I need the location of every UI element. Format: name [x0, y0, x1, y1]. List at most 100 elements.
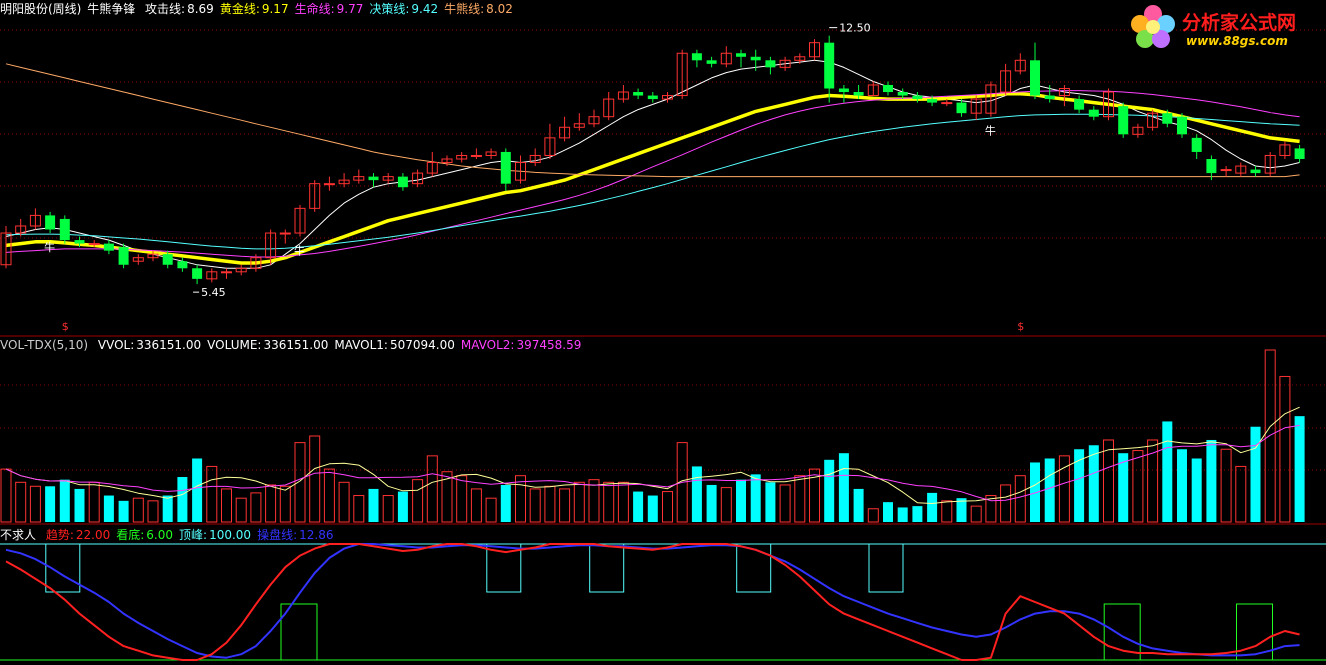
candle — [59, 215, 70, 244]
candle-body — [927, 99, 938, 103]
candle-body — [706, 60, 717, 64]
candle — [736, 49, 746, 68]
candle-body — [956, 102, 967, 114]
volume-bar — [941, 500, 953, 523]
candle-body — [559, 126, 571, 139]
volume-bar — [323, 468, 335, 523]
oscillator-stat-value: 12.86 — [299, 528, 334, 542]
volume-stat-label: VOLUME: — [207, 338, 262, 352]
candle-body — [970, 98, 982, 114]
volume-stat-value: 336151.00 — [136, 338, 202, 352]
candle — [1044, 84, 1055, 103]
candle-body — [1118, 106, 1129, 135]
volume-bar — [74, 488, 85, 522]
oscillator-stat-label: 顶峰: — [179, 528, 208, 542]
candle — [470, 148, 482, 159]
volume-bars[interactable] — [0, 349, 1305, 523]
bull-label: 牛 — [985, 124, 996, 138]
volume-bar — [779, 484, 791, 523]
candle-body — [1014, 59, 1026, 72]
candle-body — [720, 52, 732, 65]
candle — [588, 109, 600, 128]
bottom-box — [1103, 603, 1141, 661]
volume-bar — [691, 466, 702, 522]
candle-body — [1294, 148, 1305, 159]
candle-body — [368, 176, 379, 181]
ma-line-牛熊线 — [5, 63, 1300, 178]
volume-bar — [824, 459, 835, 522]
volume-bar — [1162, 421, 1173, 522]
volume-bar — [794, 475, 806, 523]
volume-bar — [426, 455, 438, 523]
candle — [88, 240, 100, 248]
indicator-name: 牛熊争锋 — [87, 2, 136, 16]
volume-bar — [192, 458, 203, 522]
candle — [485, 148, 497, 159]
ma-line-决策线 — [5, 113, 1300, 250]
volume-bar — [1177, 449, 1187, 522]
candle — [617, 84, 629, 103]
candle — [15, 218, 27, 237]
candle — [1250, 166, 1261, 177]
grid-lines — [0, 29, 1326, 525]
candle-body — [573, 123, 585, 128]
volume-bar — [456, 475, 468, 523]
candle — [1220, 166, 1232, 177]
candle-body — [162, 254, 173, 265]
candle — [720, 46, 732, 68]
site-logo[interactable]: 分析家公式网 www.88gs.com — [1128, 4, 1324, 52]
candle-body — [676, 52, 688, 97]
candle-body — [29, 214, 41, 227]
volume-bar — [412, 479, 424, 523]
oscillator-stat-value: 100.00 — [209, 528, 252, 542]
price-annotations: 12.505.45牛 牛牛$ $ — [44, 22, 1024, 333]
candle — [235, 264, 247, 276]
candle — [912, 92, 923, 103]
volume-bar — [883, 502, 893, 522]
bottom-box — [280, 603, 318, 661]
candle-body — [1132, 126, 1144, 135]
candle-body — [177, 261, 188, 269]
candle — [765, 56, 776, 75]
candle-body — [221, 271, 232, 274]
candle-body — [603, 98, 615, 118]
volume-bar — [750, 474, 761, 522]
volume-bar — [235, 497, 247, 523]
volume-bar — [1030, 462, 1040, 522]
candle-body — [647, 95, 658, 100]
candle-body — [985, 84, 997, 114]
volume-bar — [603, 481, 615, 523]
stock-title: 明阳股份(周线) — [0, 2, 82, 16]
price-ma-lines — [5, 59, 1300, 269]
volume-bar — [162, 495, 173, 522]
candle — [132, 254, 144, 265]
ma-line-value: 8.69 — [187, 2, 214, 16]
candle — [500, 148, 511, 191]
volume-bar — [573, 481, 585, 523]
volume-header: VOL-TDX(5,10) VVOL: 336151.00 VOLUME: 33615… — [0, 338, 593, 352]
candle — [1147, 109, 1159, 131]
volume-bar — [1103, 439, 1114, 523]
candle — [221, 268, 232, 279]
trend-line — [5, 543, 1300, 661]
volume-bar — [765, 482, 776, 522]
candle-body — [809, 42, 820, 58]
volume-bar — [1250, 426, 1261, 522]
candle-body — [588, 116, 600, 125]
mavol1-line — [5, 406, 1300, 504]
candle-body — [235, 267, 247, 273]
candle — [603, 92, 615, 121]
candle-body — [397, 176, 408, 188]
volume-bar — [617, 481, 629, 523]
candle-body — [529, 154, 541, 164]
candle — [750, 49, 761, 71]
volume-bar — [809, 468, 820, 523]
candle-body — [897, 92, 908, 96]
candle — [206, 268, 218, 283]
candlestick-series[interactable] — [0, 35, 1305, 285]
candle-body — [1103, 91, 1114, 118]
volume-bar — [1279, 375, 1291, 523]
candle — [1235, 162, 1247, 177]
volume-bar — [470, 488, 482, 523]
